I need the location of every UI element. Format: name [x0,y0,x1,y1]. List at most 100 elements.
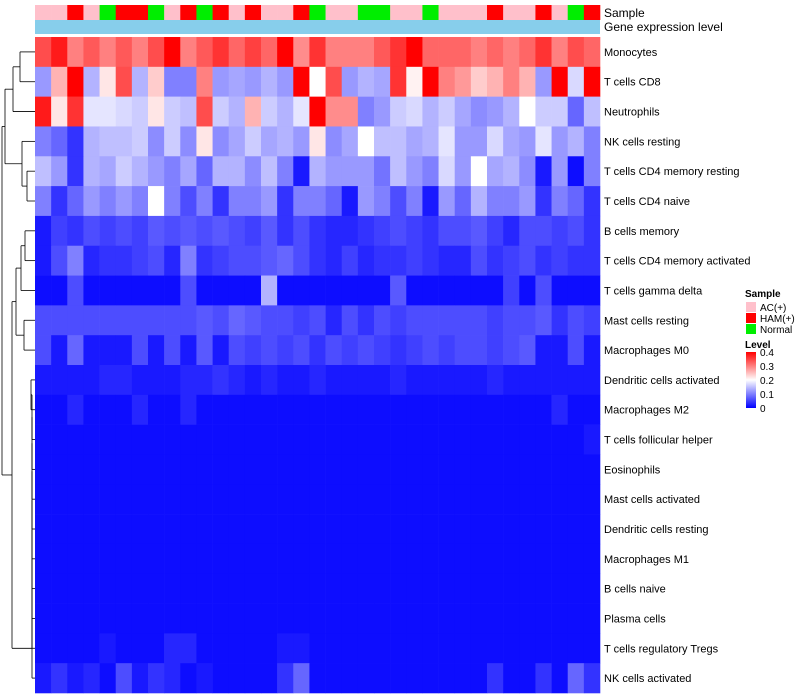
heatmap-cell [406,245,423,276]
row-label: Eosinophils [604,464,661,476]
heatmap-cell [374,335,391,366]
heatmap-cell [487,573,504,604]
heatmap-cell [51,603,68,634]
heatmap-cell [325,424,343,455]
heatmap-cell [228,484,246,515]
heatmap-cell [535,543,552,575]
heatmap-cell [454,186,472,217]
heatmap-cell [454,484,472,515]
heatmap-cell [261,663,278,694]
heatmap-cell [535,633,552,664]
heatmap-cell [293,66,310,97]
heatmap-cell [99,633,117,664]
heatmap-cell [309,663,326,694]
row-label: T cells CD4 naive [604,196,690,208]
heatmap-cell [519,335,536,366]
heatmap-cell [583,454,601,485]
heatmap-cell [406,663,423,694]
heatmap-cell [390,573,407,604]
heatmap-cell [341,424,359,455]
heatmap-cell [99,335,117,366]
heatmap-cell [535,663,552,694]
heatmap-cell [567,543,585,575]
heatmap-cell [422,663,439,694]
heatmap-cell [535,305,552,336]
heatmap-cell [212,514,230,545]
heatmap-cell [277,96,294,127]
heatmap-cell [212,96,230,127]
heatmap-cell [406,484,423,515]
heatmap-cell [422,573,439,604]
heatmap-cell [487,335,504,366]
heatmap-cell [519,454,536,485]
heatmap-cell [583,37,601,68]
heatmap-cell [390,186,407,217]
heatmap-cell [583,394,601,425]
heatmap-cell [309,484,326,515]
heatmap-cell [551,37,569,68]
heatmap-cell [567,96,585,127]
heatmap-cell [51,186,68,217]
heatmap-cell [261,573,278,604]
heatmap-cell [519,365,536,396]
legend-sample-label: HAM(+) [760,314,795,325]
heatmap-cell [325,365,343,396]
heatmap-cell [277,633,294,664]
heatmap-cell [357,633,375,664]
legend-sample-title: Sample [745,289,781,300]
heatmap-cell [180,573,197,604]
heatmap-cell [406,66,423,97]
heatmap-cell [244,215,262,247]
heatmap-cell [325,335,343,366]
heatmap-cell [99,186,117,217]
heatmap-cell [293,484,310,515]
heatmap-cell [67,454,84,485]
heatmap-cell [487,186,504,217]
heatmap-cell [535,215,552,247]
heatmap-cell [422,245,439,276]
heatmap-cell [35,335,52,366]
heatmap-cell [35,96,52,127]
heatmap-cell [374,543,391,575]
sample-annotation-cell [583,5,601,20]
row-label: Neutrophils [604,107,660,119]
heatmap-cell [228,275,246,306]
sample-annotation-cell [422,5,439,20]
heatmap-cell [374,394,391,425]
heatmap-cell [212,573,230,604]
heatmap-cell [454,633,472,664]
heatmap-cell [519,603,536,634]
heatmap-cell [325,633,343,664]
heatmap-cell [212,215,230,247]
heatmap-cell [470,215,488,247]
heatmap-cell [374,215,391,247]
heatmap-cell [454,66,472,97]
heatmap-cell [325,126,343,157]
heatmap-cell [357,543,375,575]
heatmap-cell [487,66,504,97]
heatmap-cell [99,215,117,247]
heatmap-cell [131,365,149,396]
heatmap-cell [567,37,585,68]
heatmap-cell [390,454,407,485]
heatmap-cell [422,37,439,68]
heatmap-body [35,37,601,694]
heatmap-cell [325,454,343,485]
heatmap-cell [51,335,68,366]
heatmap-cell [390,543,407,575]
heatmap-cell [503,126,520,157]
heatmap-cell [83,335,100,366]
heatmap-cell [487,156,504,187]
heatmap-cell [422,215,439,247]
row-labels: Monocytes T cells CD8 Neutrophils NK cells … [604,47,751,685]
heatmap-cell [357,484,375,515]
heatmap-cell [83,37,100,68]
heatmap-cell [374,633,391,664]
heatmap-cell [83,245,100,276]
heatmap-cell [470,424,488,455]
heatmap-cell [228,66,246,97]
heatmap-cell [567,186,585,217]
heatmap-cell [470,514,488,545]
heatmap-cell [212,37,230,68]
heatmap-cell [487,305,504,336]
